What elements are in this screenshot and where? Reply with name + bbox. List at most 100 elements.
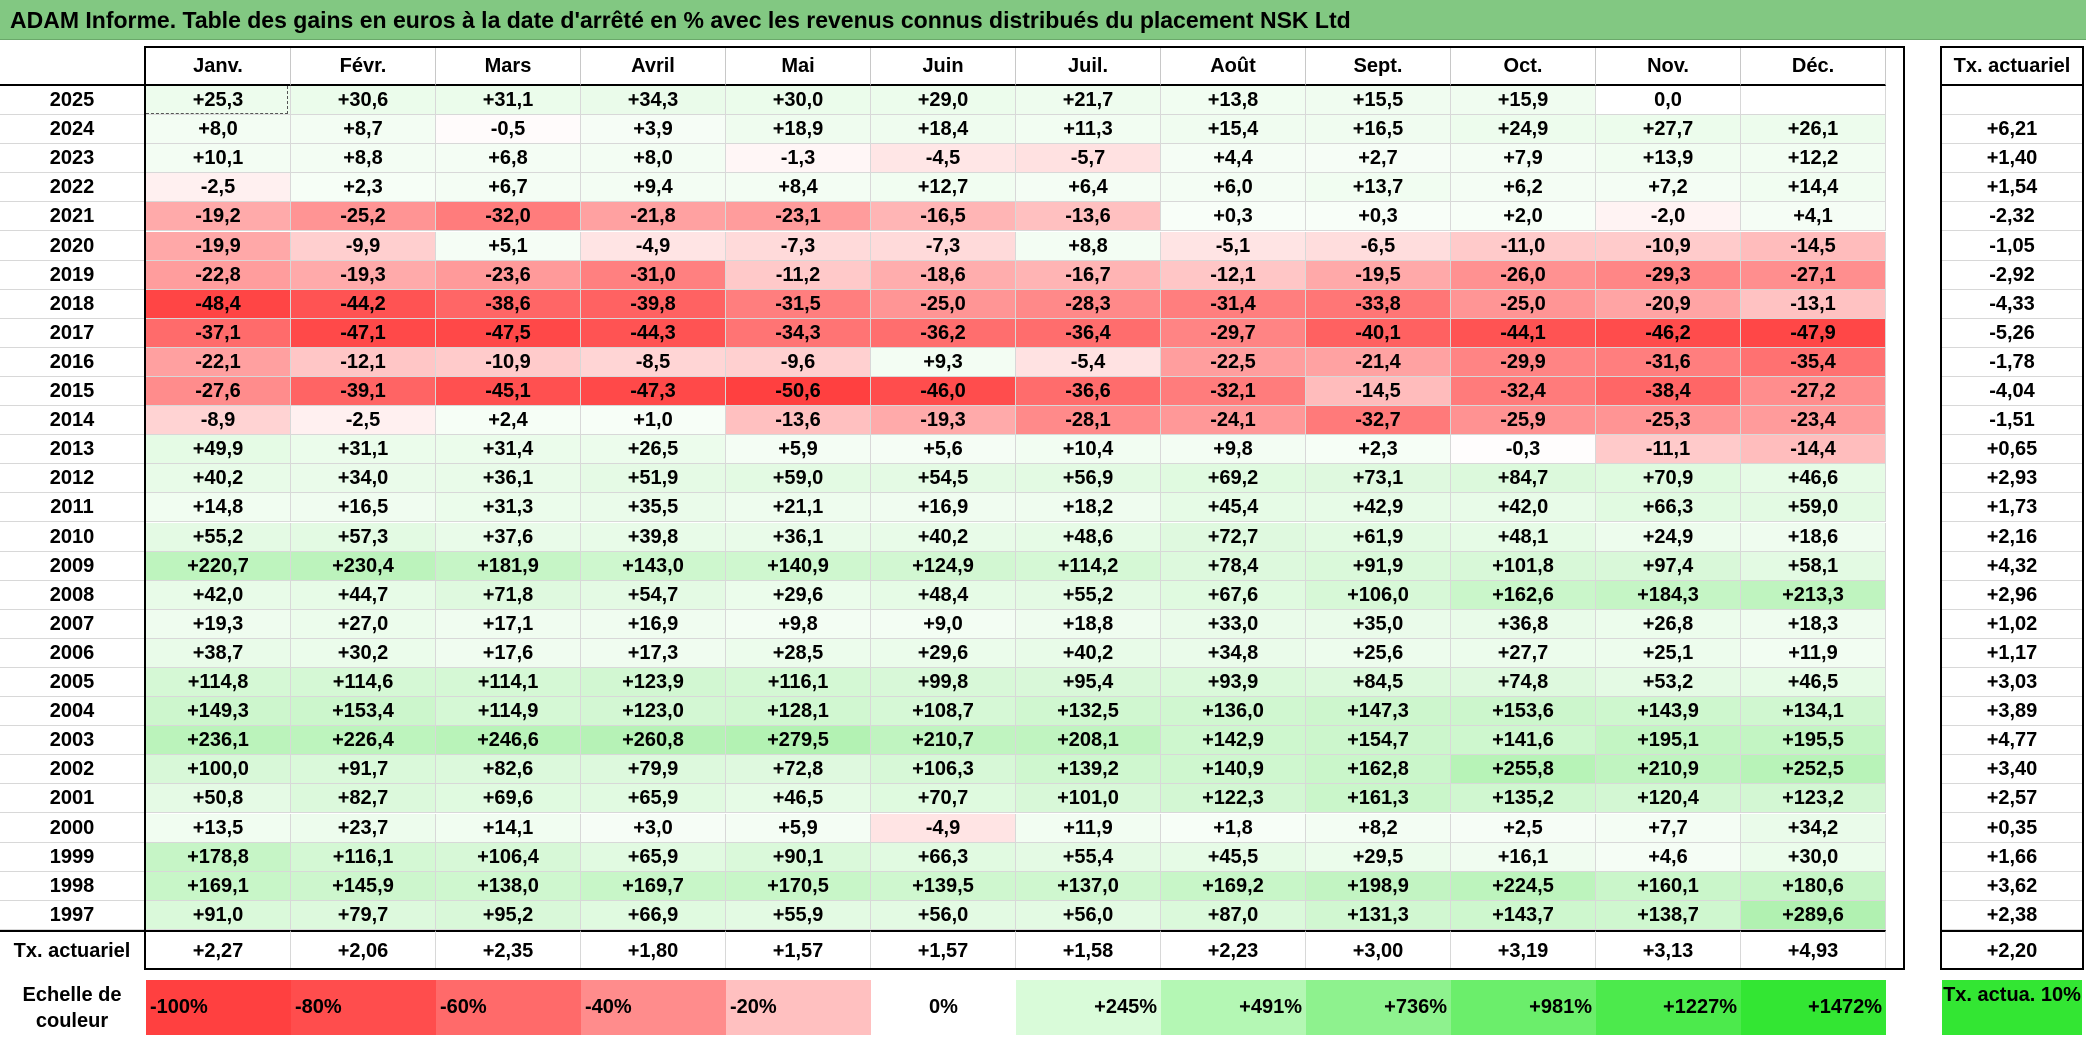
table-cell: -11,1 xyxy=(1596,435,1741,465)
actuarial-cell: -2,92 xyxy=(1942,261,2082,290)
table-cell: +25,1 xyxy=(1596,638,1741,668)
table-cell: +169,2 xyxy=(1161,871,1306,901)
table-cell: +6,2 xyxy=(1451,173,1596,203)
table-cell: -10,9 xyxy=(1596,231,1741,261)
table-cell: +65,9 xyxy=(581,784,726,814)
table-cell: -23,4 xyxy=(1741,406,1886,436)
table-cell: -2,0 xyxy=(1596,202,1741,232)
table-cell: +230,4 xyxy=(291,551,436,581)
table-cell: +246,6 xyxy=(436,726,581,756)
table-cell: +82,6 xyxy=(436,755,581,785)
actuarial-cell: +1,54 xyxy=(1942,173,2082,203)
month-header: Juil. xyxy=(1016,47,1161,86)
table-cell: +97,4 xyxy=(1596,551,1741,581)
table-cell: +42,0 xyxy=(1451,493,1596,523)
table-cell: +7,7 xyxy=(1596,813,1741,843)
table-cell: +7,2 xyxy=(1596,173,1741,203)
table-cell xyxy=(1741,86,1886,116)
footer-cell: +4,93 xyxy=(1741,929,1886,968)
footer-cell: +1,80 xyxy=(581,929,726,968)
table-cell: +90,1 xyxy=(726,842,871,872)
table-cell: +73,1 xyxy=(1306,464,1451,494)
actuarial-cell: +2,38 xyxy=(1942,901,2082,930)
table-cell: +123,2 xyxy=(1741,784,1886,814)
table-cell: +236,1 xyxy=(146,726,291,756)
table-cell: +48,6 xyxy=(1016,522,1161,552)
table-cell: -7,3 xyxy=(871,231,1016,261)
table-cell: +170,5 xyxy=(726,871,871,901)
table-cell: -20,9 xyxy=(1596,289,1741,319)
table-cell: +122,3 xyxy=(1161,784,1306,814)
table-cell: +10,1 xyxy=(146,144,291,174)
table-cell: +79,7 xyxy=(291,900,436,930)
table-cell: +93,9 xyxy=(1161,668,1306,698)
header-corner xyxy=(0,47,146,86)
table-cell: -7,3 xyxy=(726,231,871,261)
table-cell: -25,9 xyxy=(1451,406,1596,436)
table-cell: +9,0 xyxy=(871,609,1016,639)
year-label: 2023 xyxy=(0,144,146,174)
table-cell: -36,2 xyxy=(871,318,1016,348)
table-cell: +141,6 xyxy=(1451,726,1596,756)
table-cell: -18,6 xyxy=(871,260,1016,290)
table-cell: -38,4 xyxy=(1596,377,1741,407)
year-label: 2019 xyxy=(0,260,146,290)
table-cell: -14,4 xyxy=(1741,435,1886,465)
table-cell: -5,4 xyxy=(1016,347,1161,377)
scale-swatch: +1472% xyxy=(1741,980,1886,1035)
table-cell: -22,8 xyxy=(146,260,291,290)
table-cell: -44,2 xyxy=(291,289,436,319)
table-cell: +21,7 xyxy=(1016,86,1161,116)
table-cell: +162,8 xyxy=(1306,755,1451,785)
table-cell: -38,6 xyxy=(436,289,581,319)
year-label: 2021 xyxy=(0,202,146,232)
table-cell: +114,8 xyxy=(146,668,291,698)
table-cell: +123,9 xyxy=(581,668,726,698)
table-cell: +8,7 xyxy=(291,115,436,145)
table-cell: -13,1 xyxy=(1741,289,1886,319)
table-cell: -32,1 xyxy=(1161,377,1306,407)
table-cell: +78,4 xyxy=(1161,551,1306,581)
table-cell: +24,9 xyxy=(1596,522,1741,552)
footer-cell: +2,27 xyxy=(146,929,291,968)
table-cell: +72,8 xyxy=(726,755,871,785)
table-cell: -39,8 xyxy=(581,289,726,319)
table-cell: +65,9 xyxy=(581,842,726,872)
table-cell: -5,1 xyxy=(1161,231,1306,261)
table-cell: +37,6 xyxy=(436,522,581,552)
year-label: 2002 xyxy=(0,755,146,785)
table-cell: +26,8 xyxy=(1596,609,1741,639)
table-cell: +18,3 xyxy=(1741,609,1886,639)
table-cell: +101,0 xyxy=(1016,784,1161,814)
table-cell: +50,8 xyxy=(146,784,291,814)
table-cell: +135,2 xyxy=(1451,784,1596,814)
table-cell: +131,3 xyxy=(1306,900,1451,930)
table-cell: -24,1 xyxy=(1161,406,1306,436)
actuarial-cell: +4,77 xyxy=(1942,726,2082,756)
table-cell: +70,9 xyxy=(1596,464,1741,494)
table-cell: +2,3 xyxy=(291,173,436,203)
table-cell: +30,2 xyxy=(291,638,436,668)
month-header: Sept. xyxy=(1306,47,1451,86)
table-cell: +142,9 xyxy=(1161,726,1306,756)
table-cell: -26,0 xyxy=(1451,260,1596,290)
actuarial-cell: +3,40 xyxy=(1942,755,2082,785)
actuarial-cell: +4,32 xyxy=(1942,552,2082,581)
table-cell: +51,9 xyxy=(581,464,726,494)
table-cell: +140,9 xyxy=(1161,755,1306,785)
table-cell: +4,1 xyxy=(1741,202,1886,232)
table-cell: -40,1 xyxy=(1306,318,1451,348)
table-cell: -32,0 xyxy=(436,202,581,232)
table-cell: +46,5 xyxy=(726,784,871,814)
table-cell: +210,9 xyxy=(1596,755,1741,785)
table-cell: +9,3 xyxy=(871,347,1016,377)
color-scale-legend: Echelle de couleur -100% -80% -60% -40% -20%… xyxy=(0,980,2086,1035)
table-cell: +1,0 xyxy=(581,406,726,436)
table-cell: +39,8 xyxy=(581,522,726,552)
table-cell: +114,6 xyxy=(291,668,436,698)
table-cell: -4,5 xyxy=(871,144,1016,174)
table-cell: +69,2 xyxy=(1161,464,1306,494)
table-cell: +184,3 xyxy=(1596,580,1741,610)
table-cell: +84,5 xyxy=(1306,668,1451,698)
table-cell: +99,8 xyxy=(871,668,1016,698)
